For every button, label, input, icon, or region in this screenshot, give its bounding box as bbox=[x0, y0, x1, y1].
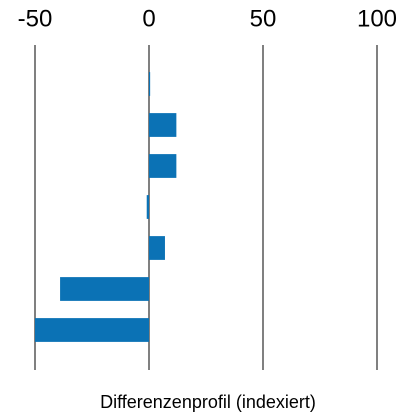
bar bbox=[149, 113, 177, 137]
x-tick-label: 50 bbox=[250, 5, 277, 32]
x-tick-label: 100 bbox=[357, 5, 397, 32]
bar bbox=[146, 195, 149, 219]
x-tick-label: -50 bbox=[18, 5, 53, 32]
bar bbox=[149, 236, 165, 260]
x-tick-label: 0 bbox=[142, 5, 155, 32]
bar bbox=[149, 72, 151, 96]
x-axis-label: Differenzenprofil (indexiert) bbox=[100, 392, 316, 412]
bar bbox=[60, 277, 149, 301]
bar bbox=[149, 154, 177, 178]
bar bbox=[35, 318, 149, 342]
